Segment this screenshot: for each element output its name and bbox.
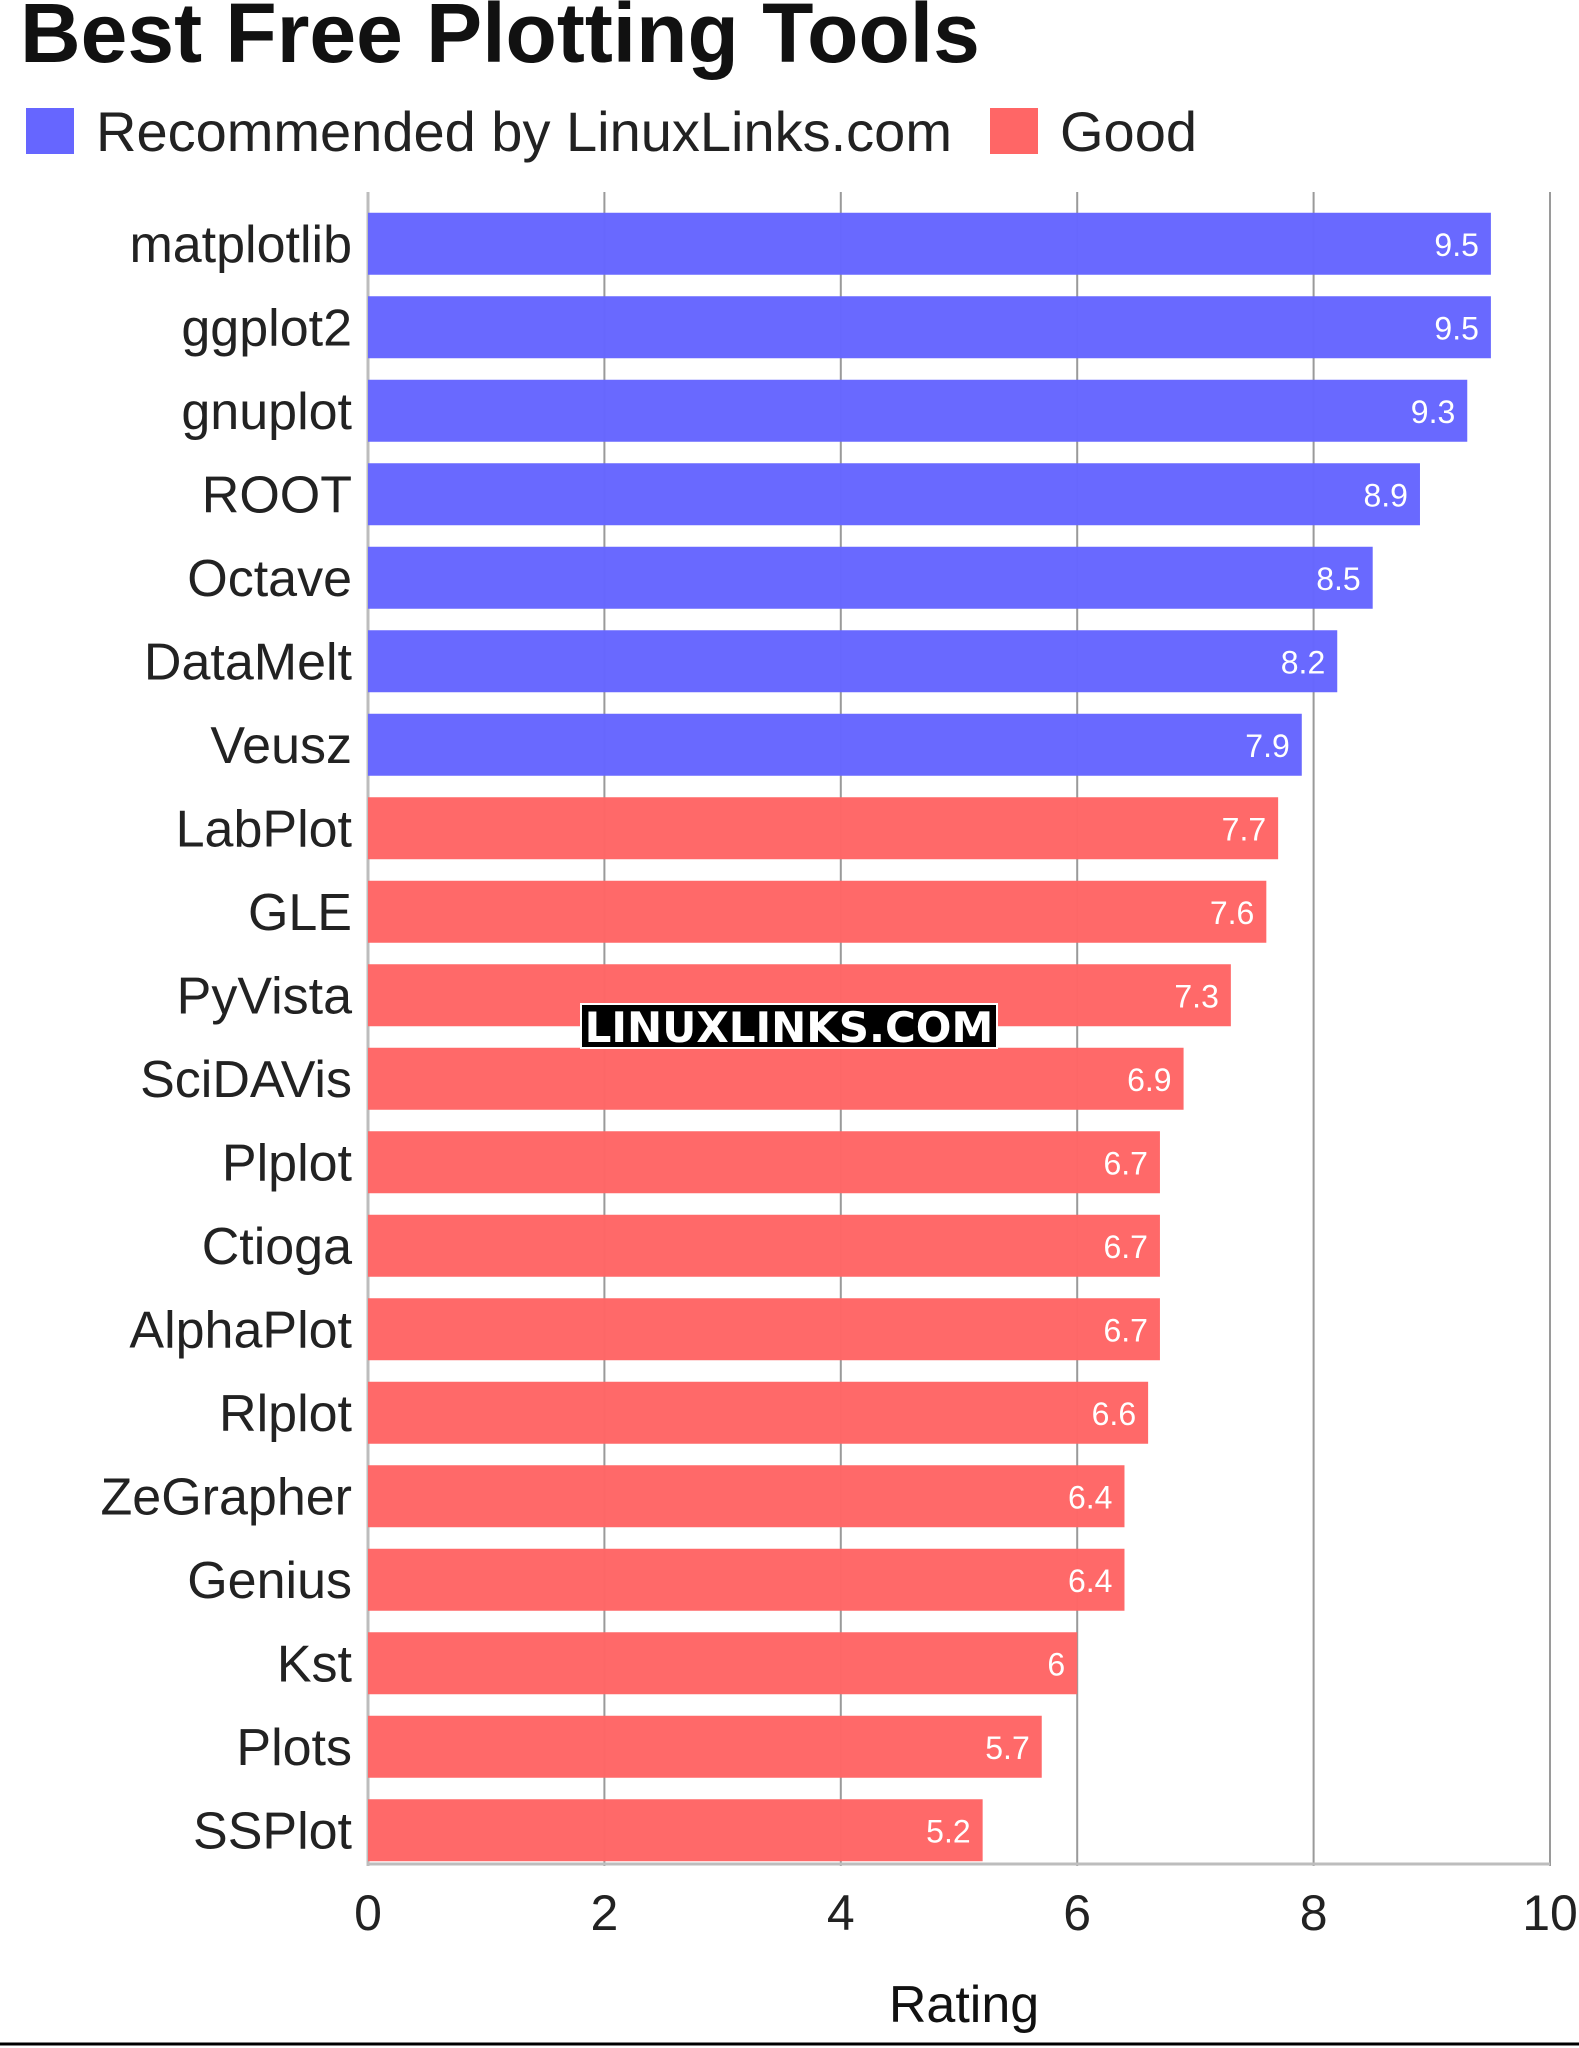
bar-labplot	[368, 797, 1279, 860]
category-label: Plplot	[222, 1134, 353, 1192]
category-label: ggplot2	[181, 299, 352, 357]
category-label: Kst	[277, 1635, 353, 1693]
category-label: AlphaPlot	[129, 1301, 352, 1359]
category-label: Genius	[187, 1552, 352, 1610]
category-label: GLE	[248, 884, 352, 942]
x-axis: 0 2 4 6 8 10	[354, 1862, 1578, 1941]
bar-ctioga	[368, 1214, 1160, 1277]
x-tick-label: 0	[354, 1885, 382, 1941]
x-tick-label: 10	[1522, 1885, 1578, 1941]
category-label: Plots	[236, 1719, 352, 1777]
bar-ggplot2	[368, 296, 1491, 359]
bar-rlplot	[368, 1381, 1149, 1444]
watermark-text: LINUXLINKS.COM	[585, 1003, 994, 1052]
value-label: 6.7	[1103, 1145, 1147, 1181]
category-label: LabPlot	[176, 800, 353, 858]
bar-ssplot	[368, 1799, 983, 1862]
category-label: Veusz	[210, 717, 352, 775]
chart-title: Best Free Plotting Tools	[20, 0, 980, 80]
category-label: Rlplot	[219, 1385, 352, 1443]
category-label: SciDAVis	[140, 1051, 352, 1109]
value-label: 5.2	[926, 1813, 970, 1849]
value-label: 6.7	[1103, 1229, 1147, 1265]
category-label: PyVista	[177, 967, 352, 1025]
bar-plplot	[368, 1131, 1160, 1194]
x-tick-label: 4	[827, 1885, 855, 1941]
legend-label-recommended: Recommended by LinuxLinks.com	[96, 100, 952, 163]
value-label: 7.3	[1174, 978, 1218, 1014]
bar-veusz	[368, 713, 1302, 776]
category-label: Octave	[187, 550, 352, 608]
value-label: 6.6	[1092, 1396, 1136, 1432]
bar-alphaplot	[368, 1298, 1160, 1361]
bar-genius	[368, 1548, 1125, 1611]
watermark-background	[580, 1003, 998, 1049]
value-label: 6	[1047, 1646, 1065, 1682]
category-label: matplotlib	[129, 216, 352, 274]
value-label: 8.2	[1281, 644, 1325, 680]
bar-gnuplot	[368, 379, 1468, 442]
value-label: 5.7	[985, 1730, 1029, 1766]
legend-swatch-recommended	[26, 108, 74, 154]
category-label: ROOT	[202, 466, 352, 524]
value-label: 8.9	[1363, 477, 1407, 513]
bar-matplotlib	[368, 212, 1491, 275]
x-tick-label: 6	[1063, 1885, 1091, 1941]
value-label: 6.7	[1103, 1312, 1147, 1348]
legend-label-good: Good	[1060, 100, 1197, 163]
value-label: 6.9	[1127, 1062, 1171, 1098]
x-axis-title: Rating	[889, 1976, 1039, 2034]
bar-zegrapher	[368, 1465, 1125, 1528]
x-tick-label: 2	[590, 1885, 618, 1941]
bar-gle	[368, 880, 1267, 943]
bar-root	[368, 463, 1420, 526]
value-label: 6.4	[1068, 1479, 1112, 1515]
bar-datamelt	[368, 630, 1338, 693]
value-label: 8.5	[1316, 561, 1360, 597]
category-label: ZeGrapher	[101, 1468, 352, 1526]
value-label: 7.9	[1245, 728, 1289, 764]
bar-kst	[368, 1632, 1078, 1695]
legend-swatch-good	[990, 108, 1038, 154]
value-label: 6.4	[1068, 1563, 1112, 1599]
bar-octave	[368, 546, 1373, 609]
value-label: 7.7	[1222, 811, 1266, 847]
value-label: 9.5	[1434, 310, 1478, 346]
value-label: 7.6	[1210, 895, 1254, 931]
bars: matplotlib 9.5 ggplot2 9.5 gnuplot 9.3 ROOT 8.9…	[101, 212, 1491, 1862]
value-label: 9.3	[1411, 394, 1455, 430]
category-label: SSPlot	[193, 1802, 353, 1860]
category-label: gnuplot	[181, 383, 352, 441]
value-label: 9.5	[1434, 227, 1478, 263]
watermark-badge: LINUXLINKS.COM	[580, 1003, 998, 1052]
bar-plots	[368, 1715, 1042, 1778]
category-label: DataMelt	[144, 633, 353, 691]
bar-scidavis	[368, 1047, 1184, 1110]
x-tick-label: 8	[1300, 1885, 1328, 1941]
category-label: Ctioga	[202, 1218, 352, 1276]
